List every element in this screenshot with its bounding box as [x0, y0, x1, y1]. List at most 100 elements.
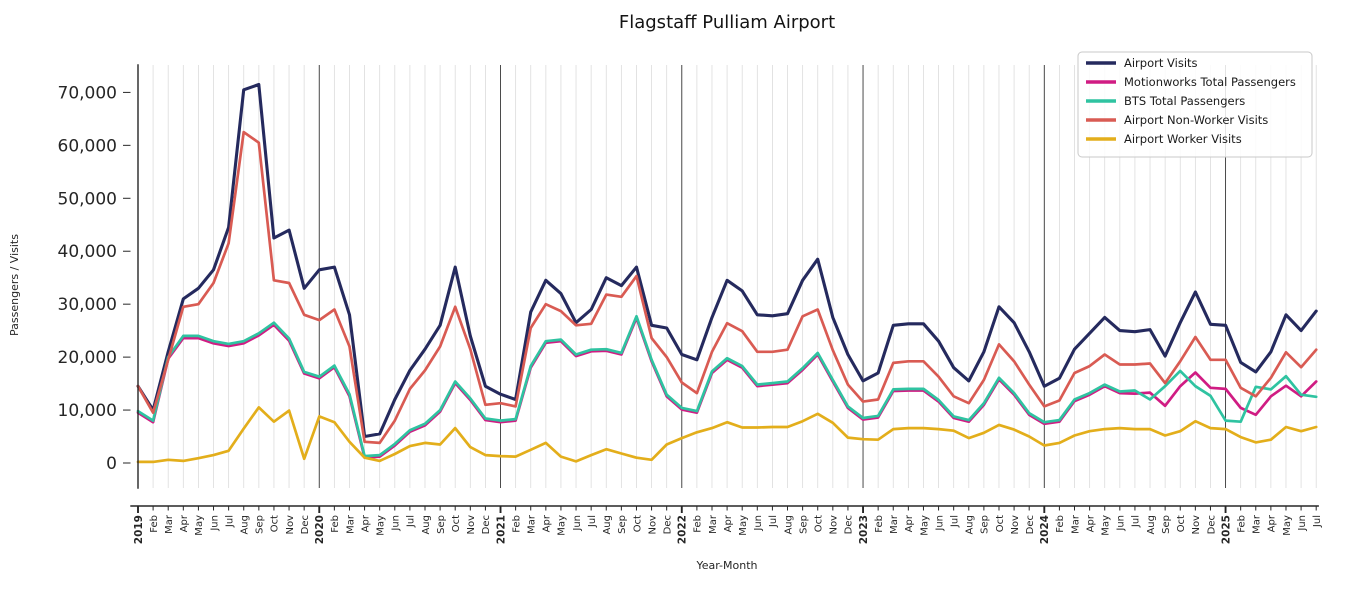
- x-tick-label: Mar: [889, 514, 900, 534]
- x-tick-label: Mar: [1252, 514, 1263, 534]
- x-tick-label: Sep: [255, 515, 266, 534]
- x-tick-label-year: 2025: [1220, 515, 1232, 544]
- x-tick-label: May: [1282, 515, 1293, 536]
- x-tick-label: Jul: [1312, 515, 1323, 528]
- x-tick-label: Jun: [572, 515, 583, 532]
- x-tick-label: Nov: [647, 515, 658, 535]
- x-tick-label: Dec: [481, 515, 492, 534]
- x-tick-label: Feb: [1055, 515, 1066, 533]
- y-tick-label: 30,000: [58, 295, 117, 315]
- x-tick-label: Dec: [300, 515, 311, 534]
- legend: Airport Visits Motionworks Total Passenge…: [1077, 51, 1313, 158]
- x-tick-label: Jul: [768, 515, 779, 528]
- x-tick-label: Mar: [164, 514, 175, 534]
- x-tick-label: Feb: [149, 515, 160, 533]
- legend-label-airport-worker-visits: Airport Worker Visits: [1124, 132, 1242, 146]
- x-tick-label: Feb: [330, 515, 341, 533]
- x-tick-label-year: 2019: [133, 515, 145, 544]
- x-tick-label: Aug: [602, 515, 613, 535]
- x-tick-label: Feb: [1236, 515, 1247, 533]
- x-tick-label: Apr: [360, 514, 371, 532]
- x-tick-label: Oct: [451, 515, 462, 532]
- x-tick-label: Dec: [844, 515, 855, 534]
- x-tick-label: Oct: [814, 515, 825, 532]
- x-tick-label: Jun: [391, 515, 402, 532]
- x-tick-label: Feb: [511, 515, 522, 533]
- x-tick-label: Aug: [240, 515, 251, 535]
- x-tick-label: Jul: [224, 515, 235, 528]
- x-tick-label-year: 2022: [677, 515, 689, 544]
- x-tick-label: May: [375, 515, 386, 536]
- legend-label-airport-visits: Airport Visits: [1124, 56, 1198, 70]
- x-tick-label: Aug: [965, 515, 976, 535]
- series-line-airport-worker-visits: [136, 406, 1318, 464]
- x-tick-label: May: [194, 515, 205, 536]
- x-tick-label: Jul: [949, 515, 960, 528]
- x-tick-label: Apr: [179, 514, 190, 532]
- y-tick-label: 50,000: [58, 189, 117, 209]
- x-tick-label: Mar: [345, 514, 356, 534]
- axes: 2019 Feb Mar Apr May Jun Jul Aug Sep Oct Nov Dec 202…: [58, 64, 1323, 544]
- x-tick-label: Dec: [662, 515, 673, 534]
- x-tick-label: Sep: [798, 515, 809, 534]
- legend-label-motionworks-total-passengers: Motionworks Total Passengers: [1124, 75, 1296, 89]
- series-line-airport-non-worker-visits: [136, 130, 1318, 445]
- x-tick-label: May: [919, 515, 930, 536]
- x-tick-label: May: [1101, 515, 1112, 536]
- legend-label-airport-non-worker-visits: Airport Non-Worker Visits: [1124, 113, 1268, 127]
- x-tick-label: Apr: [723, 514, 734, 532]
- x-tick-label: Sep: [436, 515, 447, 534]
- x-tick-label: Nov: [1191, 515, 1202, 535]
- x-tick-label-year: 2020: [314, 515, 326, 544]
- series-line-bts-total-passengers: [136, 314, 1318, 458]
- x-tick-label: May: [738, 515, 749, 536]
- legend-box: [1077, 51, 1313, 158]
- x-tick-label: Apr: [904, 514, 915, 532]
- chart-title: Flagstaff Pulliam Airport: [619, 12, 835, 33]
- x-tick-label: Oct: [270, 515, 281, 532]
- x-axis-label: Year-Month: [695, 559, 757, 572]
- y-tick-label: 0: [106, 454, 117, 474]
- x-tick-label: Sep: [617, 515, 628, 534]
- series-line-airport-visits: [136, 82, 1318, 439]
- y-axis-label: Passengers / Visits: [8, 234, 21, 336]
- x-tick-label-year: 2021: [495, 515, 507, 544]
- y-tick-label: 10,000: [58, 401, 117, 421]
- legend-label-bts-total-passengers: BTS Total Passengers: [1124, 94, 1245, 108]
- x-tick-label: Feb: [693, 515, 704, 533]
- x-tick-label: Dec: [1206, 515, 1217, 534]
- y-tick-label: 60,000: [58, 136, 117, 156]
- x-tick-label: Jul: [587, 515, 598, 528]
- x-tick-label-year: 2023: [858, 515, 870, 544]
- x-tick-label: Aug: [783, 515, 794, 535]
- x-tick-label: Jun: [209, 515, 220, 532]
- x-tick-label: Nov: [829, 515, 840, 535]
- x-tick-label: Mar: [708, 514, 719, 534]
- y-tick-label: 70,000: [58, 83, 117, 103]
- x-tick-label: Nov: [466, 515, 477, 535]
- x-tick-label: Dec: [1025, 515, 1036, 534]
- x-tick-label: Jun: [934, 515, 945, 532]
- y-tick-label: 20,000: [58, 348, 117, 368]
- x-tick-label: Oct: [995, 515, 1006, 532]
- x-tick-label: Aug: [1146, 515, 1157, 535]
- x-tick-label: Sep: [980, 515, 991, 534]
- x-tick-label: May: [557, 515, 568, 536]
- x-tick-label: Nov: [1010, 515, 1021, 535]
- x-tick-label: Jul: [406, 515, 417, 528]
- x-tick-label: Jun: [753, 515, 764, 532]
- x-tick-label: Mar: [527, 514, 538, 534]
- x-tick-label: Oct: [1176, 515, 1187, 532]
- x-tick-label: Jun: [1116, 515, 1127, 532]
- data-series: [136, 82, 1318, 464]
- x-tick-label: Sep: [1161, 515, 1172, 534]
- x-tick-label: Jun: [1297, 515, 1308, 532]
- x-tick-label: Mar: [1070, 514, 1081, 534]
- x-tick-label-year: 2024: [1039, 515, 1051, 544]
- y-tick-label: 40,000: [58, 242, 117, 262]
- x-tick-label: Feb: [874, 515, 885, 533]
- x-tick-label: Apr: [1267, 514, 1278, 532]
- x-tick-label: Aug: [421, 515, 432, 535]
